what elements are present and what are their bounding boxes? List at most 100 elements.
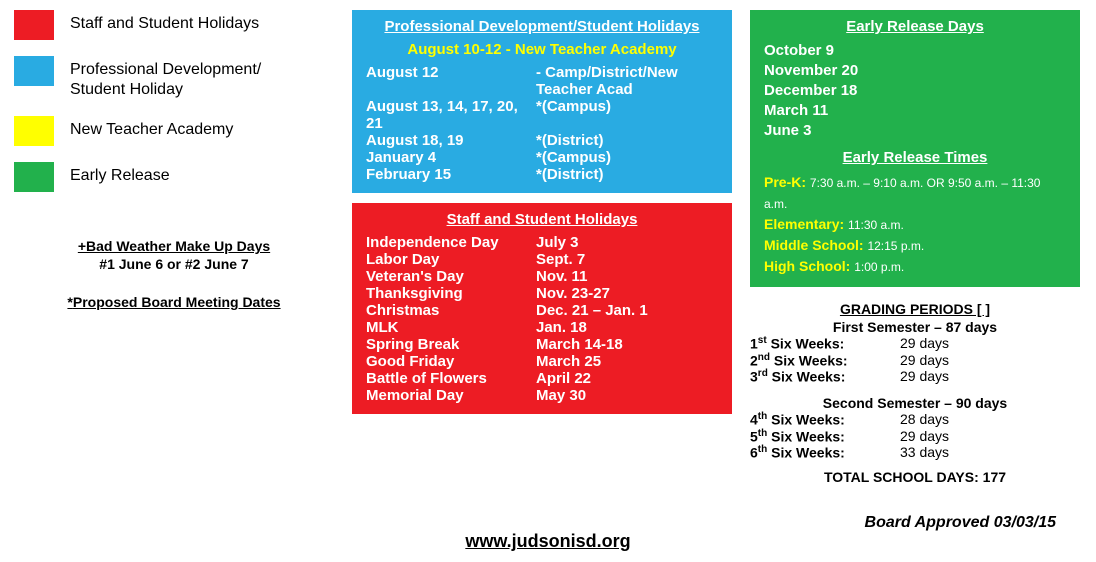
legend-swatch bbox=[14, 56, 54, 86]
proposed-board-meeting: *Proposed Board Meeting Dates bbox=[14, 294, 334, 310]
grading-period-label: 2nd Six Weeks: bbox=[750, 352, 900, 369]
legend-swatch bbox=[14, 10, 54, 40]
holiday-name: Good Friday bbox=[366, 353, 536, 370]
holiday-name: Veteran's Day bbox=[366, 268, 536, 285]
grading-row: 1st Six Weeks:29 days bbox=[750, 335, 1080, 352]
pd-date: August 13, 14, 17, 20, 21 bbox=[366, 98, 536, 132]
early-time-row: Elementary: 11:30 a.m. bbox=[764, 214, 1066, 235]
holiday-name: Thanksgiving bbox=[366, 285, 536, 302]
grading-period-days: 28 days bbox=[900, 411, 1080, 428]
holiday-row: Veteran's DayNov. 11 bbox=[366, 268, 718, 285]
legend-label: New Teacher Academy bbox=[70, 116, 233, 140]
holiday-row: MLKJan. 18 bbox=[366, 319, 718, 336]
grading-period-label: 3rd Six Weeks: bbox=[750, 368, 900, 385]
holiday-name: Battle of Flowers bbox=[366, 370, 536, 387]
early-time-value: 11:30 a.m. bbox=[848, 218, 904, 232]
early-days: October 9November 20December 18March 11J… bbox=[764, 41, 1066, 141]
grading-row: 4th Six Weeks:28 days bbox=[750, 411, 1080, 428]
website-url[interactable]: www.judsonisd.org bbox=[0, 531, 1096, 552]
holiday-name: Labor Day bbox=[366, 251, 536, 268]
legend: Staff and Student Holidays Professional D… bbox=[14, 10, 334, 208]
pd-note: *(District) bbox=[536, 166, 718, 183]
pd-date: August 12 bbox=[366, 64, 536, 98]
holiday-name: Christmas bbox=[366, 302, 536, 319]
pd-row: August 12- Camp/District/New Teacher Aca… bbox=[366, 64, 718, 98]
legend-swatch bbox=[14, 162, 54, 192]
early-day: October 9 bbox=[764, 41, 1066, 61]
early-day: December 18 bbox=[764, 81, 1066, 101]
holiday-date: Nov. 23-27 bbox=[536, 285, 718, 302]
early-times-title: Early Release Times bbox=[764, 149, 1066, 166]
early-time-label: Pre-K: bbox=[764, 174, 810, 190]
holiday-row: Memorial DayMay 30 bbox=[366, 387, 718, 404]
legend-row: Professional Development/ Student Holida… bbox=[14, 56, 334, 100]
grading-row: 6th Six Weeks:33 days bbox=[750, 444, 1080, 461]
grading-period-label: 5th Six Weeks: bbox=[750, 428, 900, 445]
grading-period-days: 29 days bbox=[900, 352, 1080, 369]
holiday-date: Sept. 7 bbox=[536, 251, 718, 268]
grading-row: 2nd Six Weeks:29 days bbox=[750, 352, 1080, 369]
holidays-box: Staff and Student Holidays Independence … bbox=[352, 203, 732, 414]
early-box: Early Release Days October 9November 20D… bbox=[750, 10, 1080, 287]
early-time-value: 12:15 p.m. bbox=[867, 239, 924, 253]
legend-label: Staff and Student Holidays bbox=[70, 10, 259, 34]
pd-date: January 4 bbox=[366, 149, 536, 166]
grading-period-days: 29 days bbox=[900, 368, 1080, 385]
grading-row: 5th Six Weeks:29 days bbox=[750, 428, 1080, 445]
holiday-name: Independence Day bbox=[366, 234, 536, 251]
holiday-row: Spring BreakMarch 14-18 bbox=[366, 336, 718, 353]
pd-date: August 18, 19 bbox=[366, 132, 536, 149]
pd-row: January 4*(Campus) bbox=[366, 149, 718, 166]
grading-period-days: 29 days bbox=[900, 335, 1080, 352]
holiday-row: ThanksgivingNov. 23-27 bbox=[366, 285, 718, 302]
pd-note: *(Campus) bbox=[536, 149, 718, 166]
holiday-row: Labor DaySept. 7 bbox=[366, 251, 718, 268]
legend-row: Early Release bbox=[14, 162, 334, 192]
holiday-name: Spring Break bbox=[366, 336, 536, 353]
early-time-row: High School: 1:00 p.m. bbox=[764, 256, 1066, 277]
holiday-row: Independence DayJuly 3 bbox=[366, 234, 718, 251]
sem2-title: Second Semester – 90 days bbox=[750, 395, 1080, 411]
early-day: November 20 bbox=[764, 61, 1066, 81]
holiday-date: Jan. 18 bbox=[536, 319, 718, 336]
notes: +Bad Weather Make Up Days #1 June 6 or #… bbox=[14, 238, 334, 310]
pd-note: - Camp/District/New Teacher Acad bbox=[536, 64, 718, 98]
holiday-date: Dec. 21 – Jan. 1 bbox=[536, 302, 718, 319]
grading-period-label: 6th Six Weeks: bbox=[750, 444, 900, 461]
holiday-date: March 25 bbox=[536, 353, 718, 370]
holiday-date: Nov. 11 bbox=[536, 268, 718, 285]
holiday-row: Battle of FlowersApril 22 bbox=[366, 370, 718, 387]
grading-total: TOTAL SCHOOL DAYS: 177 bbox=[750, 469, 1080, 485]
pd-date: February 15 bbox=[366, 166, 536, 183]
grading-period-days: 29 days bbox=[900, 428, 1080, 445]
holiday-date: March 14-18 bbox=[536, 336, 718, 353]
early-title: Early Release Days bbox=[764, 18, 1066, 35]
sem1-rows: 1st Six Weeks:29 days2nd Six Weeks:29 da… bbox=[750, 335, 1080, 385]
sem1-title: First Semester – 87 days bbox=[750, 319, 1080, 335]
legend-label: Professional Development/ Student Holida… bbox=[70, 56, 261, 100]
pd-title: Professional Development/Student Holiday… bbox=[366, 18, 718, 35]
grading-row: 3rd Six Weeks:29 days bbox=[750, 368, 1080, 385]
pd-row: February 15*(District) bbox=[366, 166, 718, 183]
holiday-name: MLK bbox=[366, 319, 536, 336]
holidays-rows: Independence DayJuly 3Labor DaySept. 7Ve… bbox=[366, 234, 718, 404]
pd-row: August 18, 19*(District) bbox=[366, 132, 718, 149]
holiday-date: May 30 bbox=[536, 387, 718, 404]
legend-row: New Teacher Academy bbox=[14, 116, 334, 146]
pd-subtitle: August 10-12 - New Teacher Academy bbox=[366, 41, 718, 58]
pd-rows: August 12- Camp/District/New Teacher Aca… bbox=[366, 64, 718, 183]
grading-period-label: 4th Six Weeks: bbox=[750, 411, 900, 428]
grading-periods: GRADING PERIODS [ ] First Semester – 87 … bbox=[750, 301, 1080, 485]
pd-row: August 13, 14, 17, 20, 21*(Campus) bbox=[366, 98, 718, 132]
bad-weather-title: +Bad Weather Make Up Days bbox=[14, 238, 334, 254]
bad-weather-line: #1 June 6 or #2 June 7 bbox=[14, 256, 334, 272]
legend-swatch bbox=[14, 116, 54, 146]
board-approved: Board Approved 03/03/15 bbox=[865, 514, 1056, 532]
early-time-label: High School: bbox=[764, 258, 854, 274]
holiday-date: April 22 bbox=[536, 370, 718, 387]
sem2-rows: 4th Six Weeks:28 days5th Six Weeks:29 da… bbox=[750, 411, 1080, 461]
legend-row: Staff and Student Holidays bbox=[14, 10, 334, 40]
early-time-row: Pre-K: 7:30 a.m. – 9:10 a.m. OR 9:50 a.m… bbox=[764, 172, 1066, 214]
early-time-label: Elementary: bbox=[764, 216, 848, 232]
holiday-date: July 3 bbox=[536, 234, 718, 251]
